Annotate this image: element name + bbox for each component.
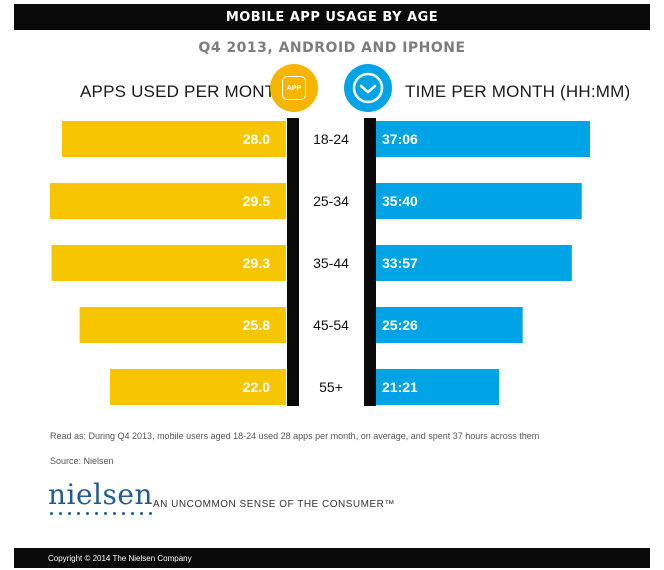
time-bar xyxy=(376,121,590,157)
time-value-label: 33:57 xyxy=(382,255,418,271)
nielsen-logo: nielsen xyxy=(48,480,153,515)
apps-value-label: 28.0 xyxy=(243,131,270,147)
time-value-label: 35:40 xyxy=(382,193,418,209)
apps-value-label: 25.8 xyxy=(243,317,270,333)
left-divider-bar xyxy=(287,118,299,406)
time-bar xyxy=(376,307,523,343)
copyright-text: Copyright © 2014 The Nielsen Company xyxy=(48,553,192,563)
apps-bar xyxy=(79,307,286,343)
chart-title: MOBILE APP USAGE BY AGE xyxy=(225,9,439,25)
apps-bar xyxy=(62,121,286,157)
time-value-label: 25:26 xyxy=(382,317,418,333)
time-value-label: 21:21 xyxy=(382,379,418,395)
source-note: Source: Nielsen xyxy=(50,456,114,466)
chart-subtitle: Q4 2013, ANDROID AND IPHONE xyxy=(198,40,466,56)
apps-series-label: APPS USED PER MONTH xyxy=(80,82,288,101)
footer-bar: Copyright © 2014 The Nielsen Company xyxy=(14,548,650,568)
time-bar xyxy=(376,183,582,219)
logo-dots xyxy=(50,512,153,515)
age-category-label: 18-24 xyxy=(313,131,349,147)
chart-title-bar: MOBILE APP USAGE BY AGE xyxy=(14,4,650,30)
apps-bar xyxy=(50,183,286,219)
time-bar xyxy=(376,369,500,405)
apps-value-label: 29.5 xyxy=(243,193,270,209)
age-category-label: 35-44 xyxy=(313,255,349,271)
brand-tagline: AN UNCOMMON SENSE OF THE CONSUMER™ xyxy=(153,499,395,510)
right-divider-bar xyxy=(364,118,376,406)
app-icon: APP xyxy=(270,64,318,112)
apps-value-label: 29.3 xyxy=(243,255,270,271)
time-value-label: 37:06 xyxy=(382,131,418,147)
time-bar xyxy=(376,245,572,281)
apps-bar xyxy=(110,369,286,405)
time-series-label: TIME PER MONTH (HH:MM) xyxy=(405,82,631,101)
apps-bar xyxy=(51,245,286,281)
age-category-label: 45-54 xyxy=(313,317,349,333)
age-category-label: 55+ xyxy=(319,379,343,395)
butterfly-bar-chart: 28.0 37:06 18-24 29.5 35:40 25-34 29.3 33:57 35-… xyxy=(50,118,590,406)
clock-icon xyxy=(344,64,392,112)
age-category-label: 25-34 xyxy=(313,193,349,209)
read-as-note: Read as: During Q4 2013, mobile users ag… xyxy=(50,431,540,441)
apps-value-label: 22.0 xyxy=(243,379,270,395)
app-icon-label: APP xyxy=(282,76,306,100)
logo-wordmark: nielsen xyxy=(48,478,153,511)
